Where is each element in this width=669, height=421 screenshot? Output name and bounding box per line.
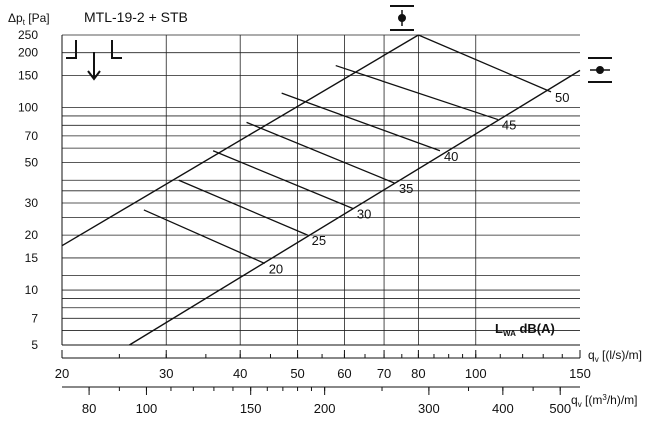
sound-level-line (281, 92, 441, 152)
y-tick-label: 10 (25, 283, 39, 297)
pressure-gauge-icon (390, 5, 414, 31)
y-tick-label: 100 (18, 101, 38, 115)
y-tick-label: 5 (31, 338, 38, 352)
boundary-line (61, 34, 419, 247)
axes (61, 35, 581, 395)
y-tick-label: 15 (25, 251, 39, 265)
sound-level-line (178, 179, 308, 236)
x-axis-2-tick-label: 500 (549, 401, 571, 416)
sound-level-line (335, 64, 499, 121)
terminal-connection-icon (588, 57, 612, 83)
x-axis-1-tick-label: 150 (569, 366, 591, 381)
y-tick-label: 20 (25, 228, 39, 242)
sound-level-label: 25 (312, 233, 326, 248)
y-tick-label: 250 (18, 28, 38, 42)
sound-level-label: 50 (555, 90, 569, 105)
tick-labels: 5 7 10 15 20 30 50 70 100 150 200 250 20 30 40 50 60 70 80… (18, 28, 591, 416)
x-axis-1-tick-label: 70 (377, 366, 391, 381)
x-axis-2-tick-label: 100 (136, 401, 158, 416)
x-axis-1-tick-label: 20 (55, 366, 69, 381)
chart-title: MTL-19-2 + STB (84, 9, 188, 25)
y-tick-label: 50 (25, 156, 39, 170)
sound-level-line (143, 209, 265, 265)
series (61, 34, 581, 346)
sound-level-line (418, 34, 552, 93)
y-tick-label: 70 (25, 129, 39, 143)
x-axis-1-tick-label: 100 (465, 366, 487, 381)
sound-level-line (246, 121, 396, 184)
boundary-line (129, 69, 581, 346)
airflow-down-icon (66, 40, 122, 81)
sound-level-label: 20 (269, 261, 283, 276)
x-axis-2-tick-label: 150 (240, 401, 262, 416)
x-axis-2-label: qv [(m3/h)/m] (571, 393, 637, 409)
y-tick-label: 7 (31, 311, 38, 325)
y-tick-label: 30 (25, 196, 39, 210)
x-axis-1-tick-label: 60 (337, 366, 351, 381)
grid (62, 34, 580, 346)
x-axis-1-tick-label: 50 (290, 366, 304, 381)
sound-level-label: 35 (399, 181, 413, 196)
y-tick-label: 150 (18, 68, 38, 82)
sound-level-line (212, 150, 354, 210)
sound-lines: 20 25 30 35 40 45 50 (143, 34, 569, 276)
sound-level-label: 45 (502, 118, 516, 133)
x-axis-1-tick-label: 80 (411, 366, 425, 381)
x-axis-2-tick-label: 200 (314, 401, 336, 416)
x-axis-1-tick-label: 40 (233, 366, 247, 381)
y-axis-label: Δpt [Pa] (8, 11, 50, 27)
x-axis-2-tick-label: 300 (418, 401, 440, 416)
y-tick-label: 200 (18, 46, 38, 60)
x-axis-2-tick-label: 400 (492, 401, 514, 416)
sound-level-label: 40 (444, 149, 458, 164)
sound-level-unit-label: LWA dB(A) (495, 321, 555, 338)
x-axis-2-tick-label: 80 (82, 401, 96, 416)
x-axis-1-tick-label: 30 (159, 366, 173, 381)
sound-level-label: 30 (357, 206, 371, 221)
x-axis-1-label: qv [(l/s)/m] (588, 348, 642, 364)
